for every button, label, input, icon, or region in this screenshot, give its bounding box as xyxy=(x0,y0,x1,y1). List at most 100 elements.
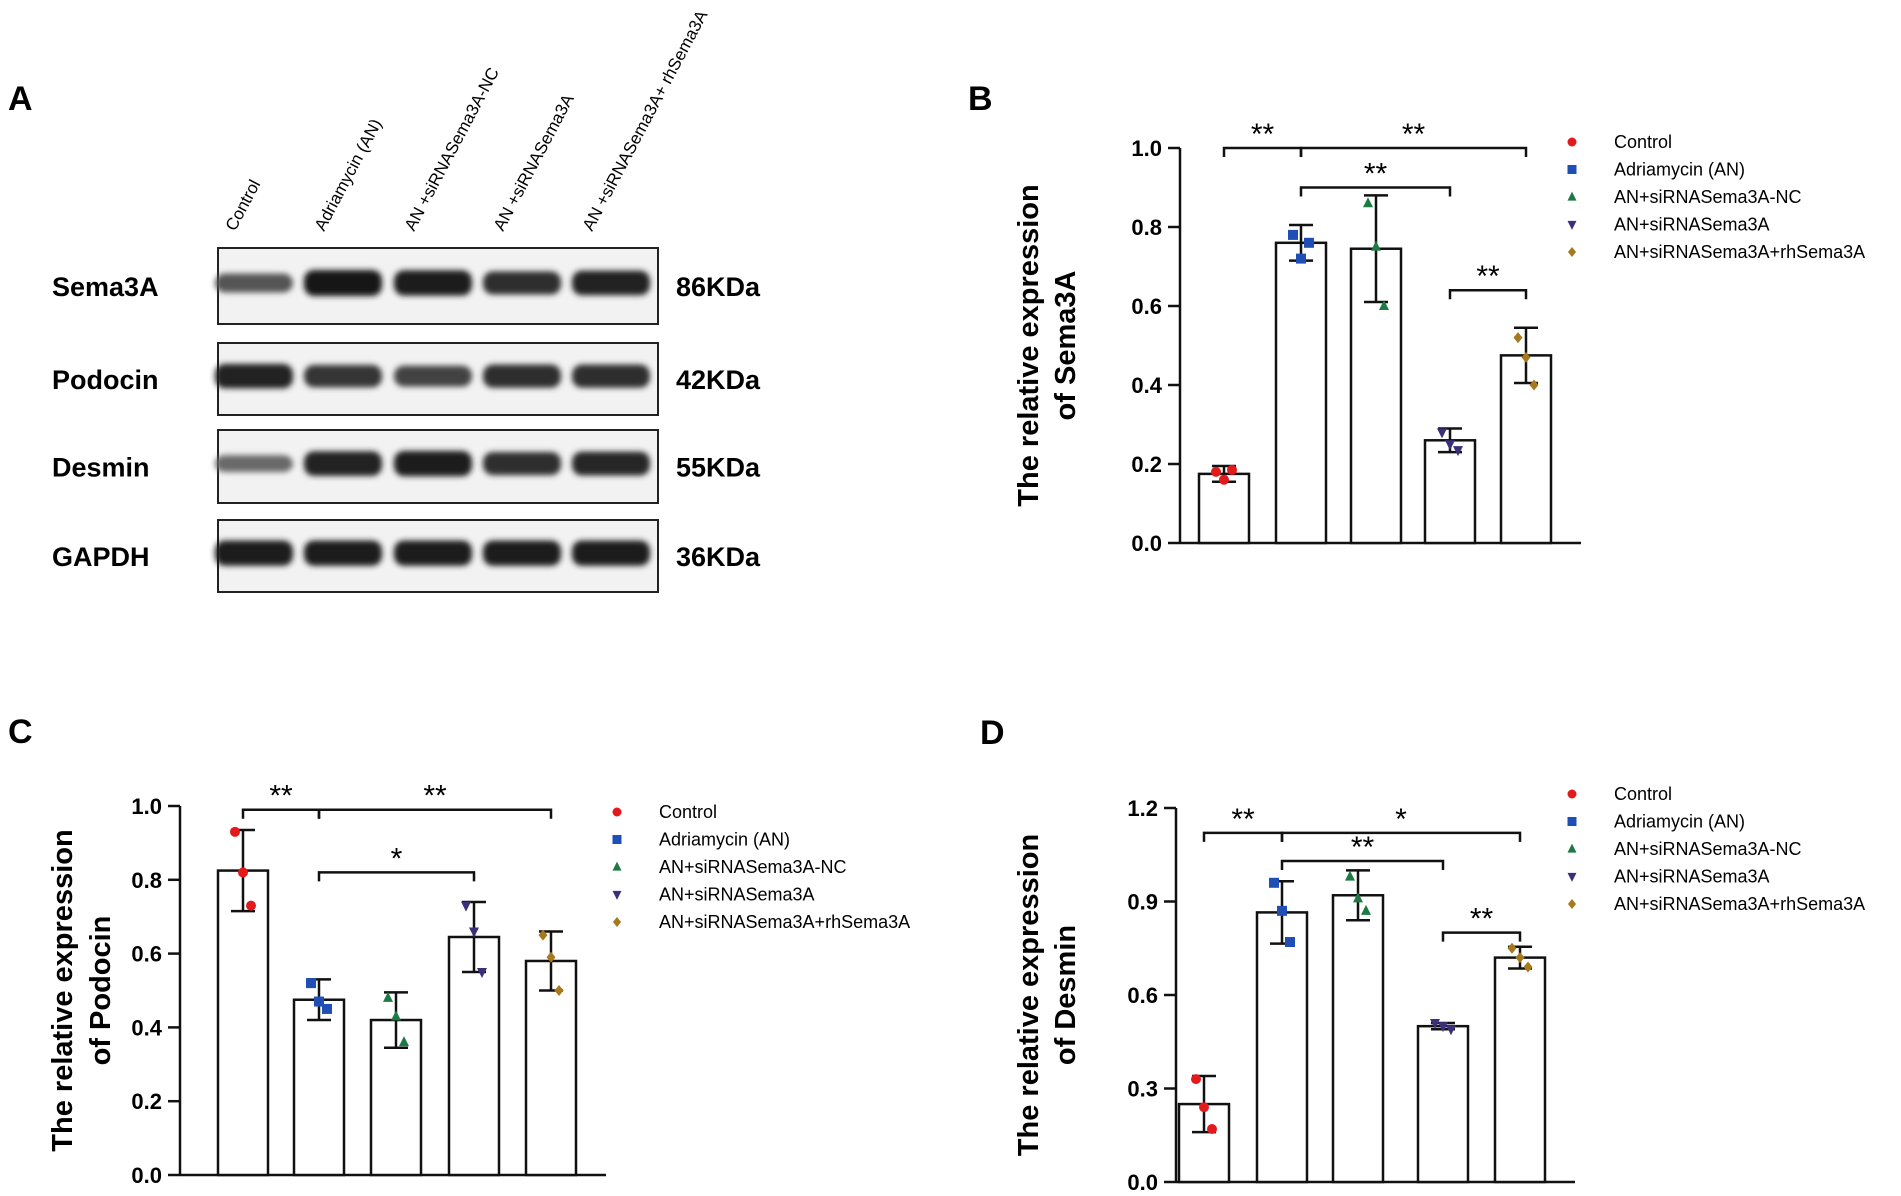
point-marker xyxy=(1379,300,1389,310)
bar xyxy=(1416,1024,1470,1184)
blot-band xyxy=(304,269,382,296)
legend-entry: Adriamycin (AN) xyxy=(1614,812,1745,832)
legend-entry: AN+siRNASema3A xyxy=(659,885,815,905)
significance-label: ** xyxy=(1402,118,1426,151)
bar xyxy=(447,935,501,1177)
point-marker xyxy=(1567,191,1577,201)
point-marker xyxy=(383,991,393,1002)
point-marker xyxy=(314,996,324,1007)
point-marker xyxy=(1363,197,1373,208)
y-tick-label: 0.4 xyxy=(1131,373,1162,398)
bar-chart-b: B The relative expression of Sema3A 0.0 0.2 0… xyxy=(968,80,1865,556)
bar xyxy=(1274,241,1328,545)
blot-row-sema3a: Sema3A 86KDa xyxy=(52,247,761,325)
significance-label: * xyxy=(391,842,403,875)
significance-label: * xyxy=(1395,803,1407,836)
legend-entry: AN+siRNASema3A+rhSema3A xyxy=(1614,894,1865,914)
point-marker xyxy=(1446,1025,1456,1036)
significance-label: ** xyxy=(1251,118,1275,151)
panel-a-label: A xyxy=(8,80,33,118)
blot-row-gapdh: GAPDH 36KDa xyxy=(52,519,761,593)
point-marker xyxy=(1521,351,1531,363)
y-tick-label: 0.8 xyxy=(1131,215,1162,240)
blot-band xyxy=(394,540,472,566)
blot-row-desmin: Desmin 55KDa xyxy=(52,429,761,504)
point-marker xyxy=(1430,1019,1440,1030)
blot-row-podocin: Podocin 42KDa xyxy=(52,342,761,416)
bar xyxy=(1255,911,1309,1184)
bar-chart-d: D The relative expression of Desmin 0.0 0.3 0… xyxy=(980,714,1865,1195)
legend-entry: AN+siRNASema3A-NC xyxy=(1614,187,1802,207)
blot-band xyxy=(215,455,293,473)
point-marker xyxy=(238,867,248,878)
y-tick-label: 1.2 xyxy=(1127,796,1158,821)
lane-label: Adriamycin (AN) xyxy=(311,116,386,234)
point-marker xyxy=(1371,240,1381,251)
western-blot-panel: A Control Adriamycin (AN) AN +siRNASema3A-… xyxy=(8,7,761,593)
y-tick-label: 0.8 xyxy=(131,868,162,893)
panel-label: D xyxy=(980,714,1005,752)
y-tick-label: 0.9 xyxy=(1127,890,1158,915)
panel-label: B xyxy=(968,80,993,118)
blot-band xyxy=(572,364,650,388)
significance-bracket xyxy=(1448,288,1528,300)
point-marker xyxy=(1277,905,1287,916)
legend-entry: AN+siRNASema3A-NC xyxy=(659,857,847,877)
point-marker xyxy=(1353,892,1363,903)
point-marker xyxy=(1513,332,1523,344)
blot-band xyxy=(215,363,293,389)
significance-label: ** xyxy=(1364,158,1388,191)
blot-band xyxy=(572,540,650,566)
blot-band xyxy=(304,540,382,566)
bar xyxy=(1423,439,1477,545)
point-marker xyxy=(1199,1102,1209,1113)
point-marker xyxy=(1567,872,1577,882)
blot-band xyxy=(572,270,650,296)
point-marker xyxy=(1345,870,1355,881)
point-marker xyxy=(1219,474,1229,485)
point-marker xyxy=(477,968,487,979)
point-marker xyxy=(461,901,471,912)
y-tick-label: 0.3 xyxy=(1127,1077,1158,1102)
legend-entry: AN+siRNASema3A xyxy=(1614,867,1770,887)
point-marker xyxy=(1523,961,1533,973)
y-tick-label: 0.0 xyxy=(1127,1170,1158,1195)
point-marker xyxy=(1296,253,1306,264)
point-marker xyxy=(230,826,240,837)
protein-label: GAPDH xyxy=(52,542,150,572)
point-marker xyxy=(1438,1022,1448,1033)
significance-bracket xyxy=(1299,186,1452,197)
blot-band xyxy=(394,270,472,296)
point-marker xyxy=(1304,237,1314,248)
point-marker xyxy=(1269,877,1279,888)
point-marker xyxy=(612,917,622,927)
significance-bracket xyxy=(1441,931,1522,942)
blot-strips: Sema3A 86KDa Podocin 42KDa Desmin 55KDa GAPDH 3… xyxy=(52,247,761,593)
y-tick-label: 0.6 xyxy=(1131,294,1162,319)
blot-band xyxy=(572,451,650,476)
point-marker xyxy=(1227,464,1237,475)
point-marker xyxy=(538,929,548,941)
point-marker xyxy=(1567,789,1577,799)
blot-band xyxy=(483,451,561,476)
lane-label: AN +siRNASema3A xyxy=(490,90,578,233)
point-marker xyxy=(612,890,622,900)
point-marker xyxy=(1567,137,1577,147)
legend-entry: Control xyxy=(1614,132,1672,152)
point-marker xyxy=(612,835,622,844)
y-tick-label: 0.0 xyxy=(131,1163,162,1188)
point-marker xyxy=(1507,942,1517,954)
blot-band xyxy=(394,450,472,477)
blot-band xyxy=(215,540,293,566)
point-marker xyxy=(469,927,479,938)
point-marker xyxy=(1567,817,1577,826)
blot-band xyxy=(215,273,293,293)
legend-entry: AN+siRNASema3A xyxy=(1614,215,1770,235)
y-tick-label: 0.0 xyxy=(1131,531,1162,556)
point-marker xyxy=(1211,466,1221,477)
y-axis-label-line-2: of Desmin xyxy=(1050,925,1082,1065)
protein-label: Sema3A xyxy=(52,272,159,302)
y-tick-label: 0.4 xyxy=(131,1015,162,1040)
bar xyxy=(1493,956,1547,1184)
point-marker xyxy=(1567,220,1577,230)
